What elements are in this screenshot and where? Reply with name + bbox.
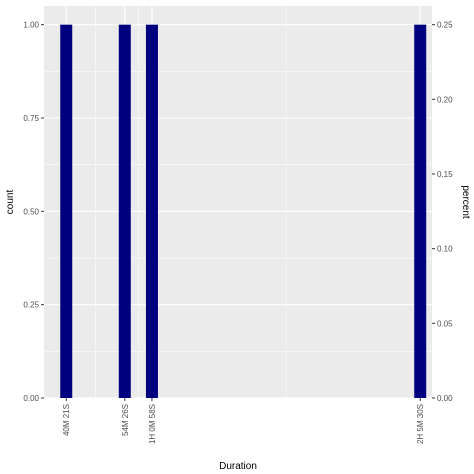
y-tick-label: 1.00 [23,21,39,30]
x-tick-label: 2H 5M 30S [416,404,425,444]
y2-tick-label: 0.20 [437,95,453,104]
x-tick-label: 1H 0M 58S [148,404,157,444]
x-axis: 40M 21S 54M 26S 1H 0M 58S 2H 5M 30S [62,398,425,444]
y-tick-label: 0.50 [23,207,39,216]
x-axis-title: Duration [219,461,257,472]
y-axis-title: count [5,190,16,215]
y2-axis-title: percent [460,185,471,219]
bar [414,24,427,399]
bars [60,24,427,399]
y-tick-label: 0.00 [23,394,39,403]
bar [60,24,73,399]
y-axis-right: 0.00 0.05 0.10 0.15 0.20 0.25 [432,21,453,403]
bar [145,24,158,399]
y2-tick-label: 0.25 [437,21,453,30]
x-tick-label: 40M 21S [62,404,71,436]
bar [118,24,131,399]
y2-tick-label: 0.05 [437,319,453,328]
y-tick-label: 0.25 [23,301,39,310]
x-tick-label: 54M 26S [121,404,130,436]
y-tick-label: 0.75 [23,114,39,123]
plot-panel [44,6,432,398]
y2-tick-label: 0.10 [437,245,453,254]
y2-tick-label: 0.00 [437,394,453,403]
y2-tick-label: 0.15 [437,170,453,179]
y-axis-left: 0.00 0.25 0.50 0.75 1.00 [23,21,44,403]
